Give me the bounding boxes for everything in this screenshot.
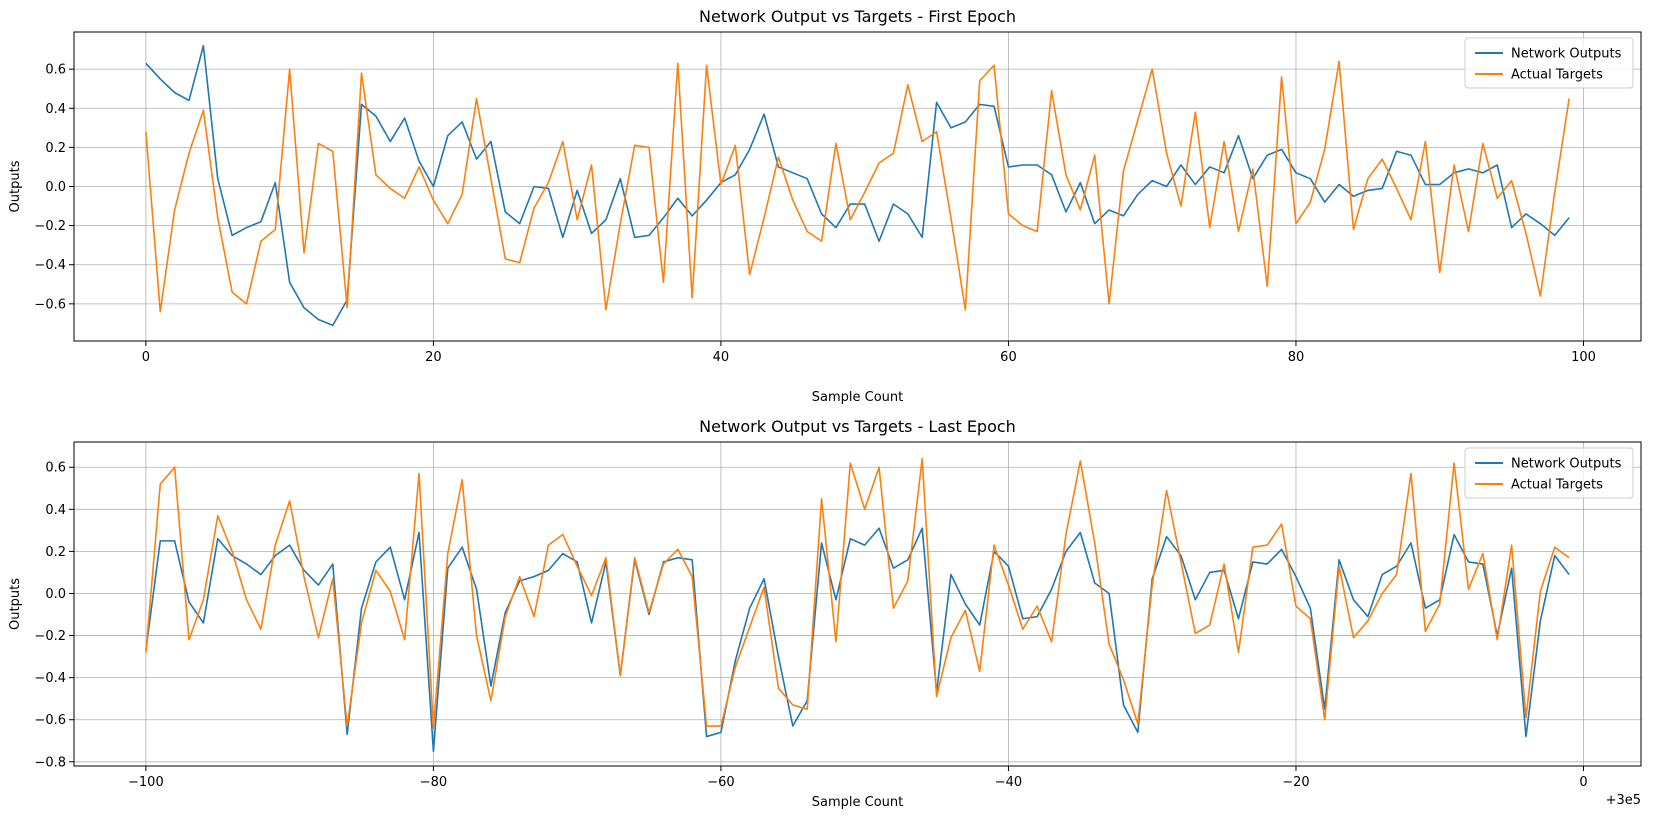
- legend-box: [1464, 447, 1634, 499]
- x-tick-label: −40: [995, 775, 1022, 790]
- x-tick-label: 40: [713, 350, 730, 365]
- y-tick-label: −0.4: [34, 671, 66, 686]
- x-tick-label: 0: [1579, 775, 1587, 790]
- plot-frame: [73, 441, 1642, 767]
- legend-entry: Network Outputs: [1511, 47, 1622, 62]
- y-tick-label: −0.6: [34, 297, 66, 312]
- x-tick-label: 80: [1288, 350, 1305, 365]
- x-tick-label: −100: [128, 775, 164, 790]
- legend: Network Outputs Actual Targets: [1464, 447, 1634, 499]
- y-tick-label: 0.2: [45, 545, 66, 560]
- series-line-actual-targets: [145, 60, 1570, 313]
- legend-box: [1464, 37, 1634, 89]
- y-tick-label: 0.2: [45, 141, 66, 156]
- y-tick-label: 0.4: [45, 102, 66, 117]
- x-tick-label: 20: [425, 350, 442, 365]
- x-tick-label: 100: [1571, 350, 1596, 365]
- chart-title: Network Output vs Targets - Last Epoch: [699, 417, 1016, 436]
- legend-entry: Network Outputs: [1511, 457, 1622, 472]
- y-tick-label: −0.4: [34, 258, 66, 273]
- series-line-network-outputs: [145, 44, 1570, 327]
- legend-entry: Actual Targets: [1511, 478, 1603, 493]
- x-axis-label: Sample Count: [812, 390, 903, 405]
- x-offset-label: +3e5: [1606, 793, 1641, 808]
- legend-entry: Actual Targets: [1511, 68, 1603, 83]
- y-tick-label: −0.2: [34, 629, 66, 644]
- chart-panel-1: 0 20 40 60 80 100 −0.6 −0.4 −0.2 0.0 0.2 0.4 0.6 Netw…: [8, 7, 1642, 405]
- series-line-actual-targets: [145, 458, 1570, 729]
- x-tick-label: 0: [142, 350, 150, 365]
- y-axis-label: Outputs: [8, 160, 23, 212]
- chart-panel-2: −100 −80 −60 −40 −20 0 −0.8 −0.6 −0.4 −0.2 0.0 0.2 0…: [8, 417, 1642, 810]
- y-tick-label: 0.0: [45, 587, 66, 602]
- y-tick-label: −0.6: [34, 713, 66, 728]
- x-tick-label: −60: [707, 775, 734, 790]
- x-tick-label: −80: [420, 775, 447, 790]
- x-tick-label: 60: [1000, 350, 1017, 365]
- chart-title: Network Output vs Targets - First Epoch: [699, 7, 1016, 26]
- y-tick-label: −0.8: [34, 755, 66, 770]
- x-axis-label: Sample Count: [812, 795, 903, 810]
- y-tick-label: 0.6: [45, 461, 66, 476]
- y-tick-label: 0.6: [45, 63, 66, 78]
- y-tick-label: 0.0: [45, 180, 66, 195]
- y-tick-label: −0.2: [34, 219, 66, 234]
- y-axis-label: Outputs: [8, 578, 23, 630]
- x-tick-label: −20: [1282, 775, 1309, 790]
- y-tick-label: 0.4: [45, 503, 66, 518]
- legend: Network Outputs Actual Targets: [1464, 37, 1634, 89]
